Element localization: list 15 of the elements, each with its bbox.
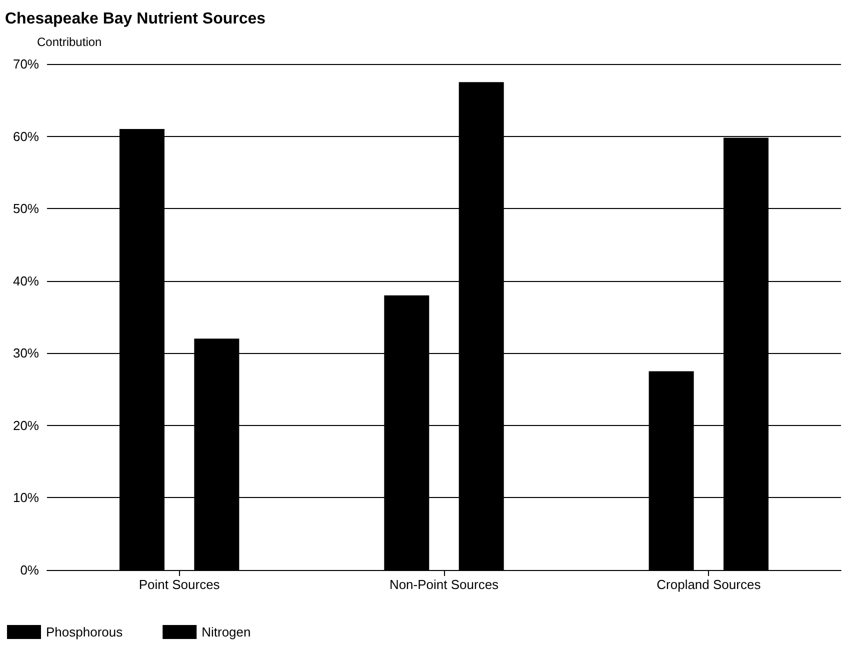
y-tick-label: 50% [12,201,40,216]
y-tick-label: 10% [12,490,40,506]
y-axis-title: Contribution [37,35,102,49]
y-tick-label: 20% [12,418,40,433]
y-tick-label: 40% [12,273,40,288]
y-tick-label: 30% [12,346,40,361]
legend-label: Nitrogen [202,624,251,640]
y-tick-label: 70% [12,56,40,72]
x-tick-label: Non-Point Sources [389,577,500,592]
x-tick-label: Cropland Sources [656,577,762,592]
legend-label: Phosphorous [46,624,124,640]
y-tick-label: 60% [12,128,40,144]
y-tick-label: 0% [20,562,40,578]
chart-title: Chesapeake Bay Nutrient Sources [5,10,266,28]
x-tick-label: Point Sources [138,577,220,592]
